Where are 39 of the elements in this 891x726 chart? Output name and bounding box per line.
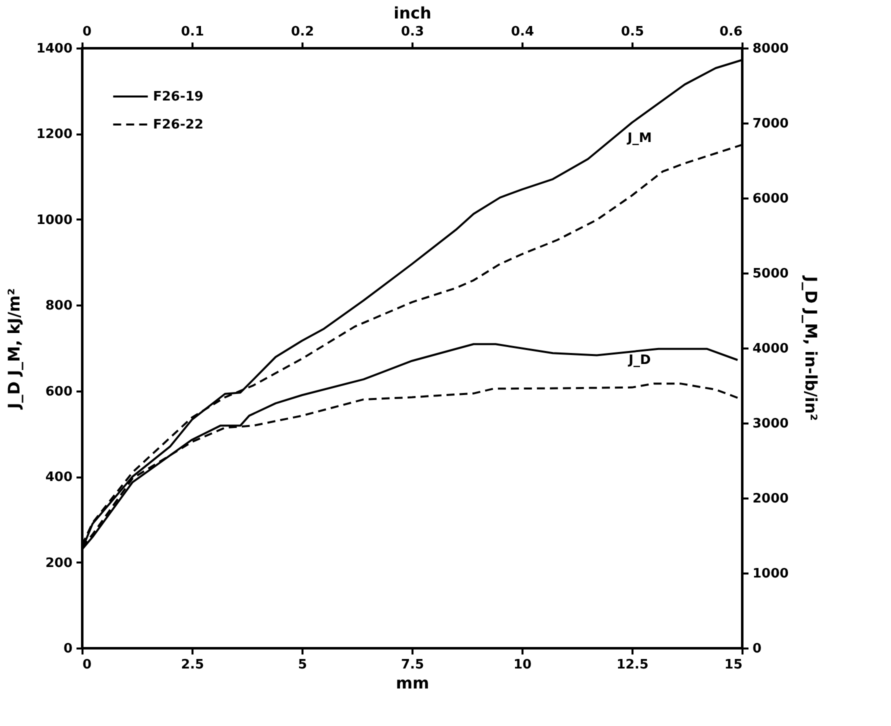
x2-tick-label: 0 [82,24,92,40]
x-tick-label: 2.5 [180,658,204,672]
y2-tick-label: 3000 [752,416,789,432]
x2-tick-label: 0.6 [719,24,742,40]
x2-axis-title: inch [394,4,432,22]
x-tick-label: 5 [298,658,308,672]
x-tick-label: 15 [724,658,742,672]
legend-label: F26-22 [153,118,204,132]
y2-tick-label: 4000 [752,342,789,356]
y-tick-label: 800 [45,298,72,314]
annotation: J_M [626,131,652,146]
y-tick-label: 1200 [36,127,72,142]
x-tick-label: 7.5 [400,658,424,672]
y2-tick-label: 2000 [752,492,789,506]
y2-axis-title: J_D J_M, in-lb/in² [802,275,821,421]
x-tick-label: 0 [82,658,92,672]
y2-tick-label: 5000 [752,266,789,282]
y2-tick-label: 1000 [752,566,789,582]
legend-label: F26-19 [153,90,204,104]
y-tick-label: 400 [45,470,72,486]
y2-tick-label: 6000 [752,192,789,206]
y-axis-title: J_D J_M, kJ/m² [4,288,24,410]
x2-tick-label: 0.1 [180,24,204,40]
y2-tick-label: 0 [752,642,762,656]
x2-tick-label: 0.2 [290,24,314,40]
y-tick-label: 1400 [36,42,72,56]
y2-tick-label: 7000 [752,116,789,132]
x-tick-label: 12.5 [616,658,649,672]
y-tick-label: 1000 [36,212,72,228]
x2-tick-label: 0.3 [400,24,424,40]
x2-tick-label: 0.5 [620,24,644,40]
annotation: J_D [628,353,651,368]
y-tick-label: 600 [45,384,72,400]
x-tick-label: 10 [513,658,532,672]
y-tick-label: 200 [45,556,72,571]
x-axis-title: mm [396,674,430,692]
y-tick-label: 0 [63,642,72,656]
y2-tick-label: 8000 [752,42,789,56]
x2-tick-label: 0.4 [510,24,534,40]
